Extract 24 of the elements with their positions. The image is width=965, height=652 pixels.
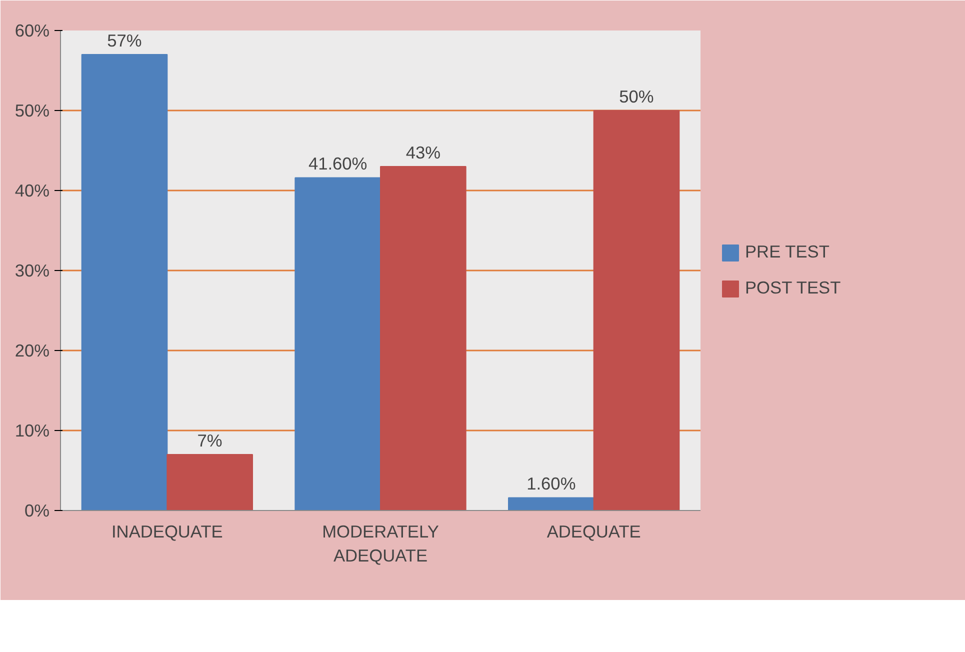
legend-label: POST TEST bbox=[745, 278, 841, 298]
data-label: 50% bbox=[619, 86, 654, 106]
x-tick-label: INADEQUATE bbox=[111, 522, 223, 542]
data-label: 43% bbox=[406, 142, 441, 162]
data-label: 41.60% bbox=[308, 154, 368, 174]
bar bbox=[380, 166, 466, 510]
bar bbox=[166, 454, 253, 510]
y-tick-label: 60% bbox=[14, 20, 50, 40]
x-tick-label: MODERATELY ADEQUATE bbox=[322, 522, 440, 566]
y-tick-label: 50% bbox=[14, 100, 50, 120]
y-tick-label: 40% bbox=[14, 180, 50, 200]
bar bbox=[294, 177, 381, 510]
data-label: 7% bbox=[197, 430, 222, 450]
bar bbox=[81, 54, 168, 510]
legend-label: PRE TEST bbox=[745, 242, 830, 262]
bar bbox=[593, 110, 680, 510]
data-label: 1.60% bbox=[526, 474, 576, 494]
x-tick-label: ADEQUATE bbox=[546, 522, 641, 542]
y-tick-label: 30% bbox=[14, 260, 50, 280]
y-tick-label: 10% bbox=[14, 420, 50, 440]
bar bbox=[508, 497, 594, 510]
y-tick-label: 20% bbox=[14, 340, 50, 360]
y-tick-label: 0% bbox=[24, 500, 50, 520]
data-label: 57% bbox=[107, 30, 142, 50]
